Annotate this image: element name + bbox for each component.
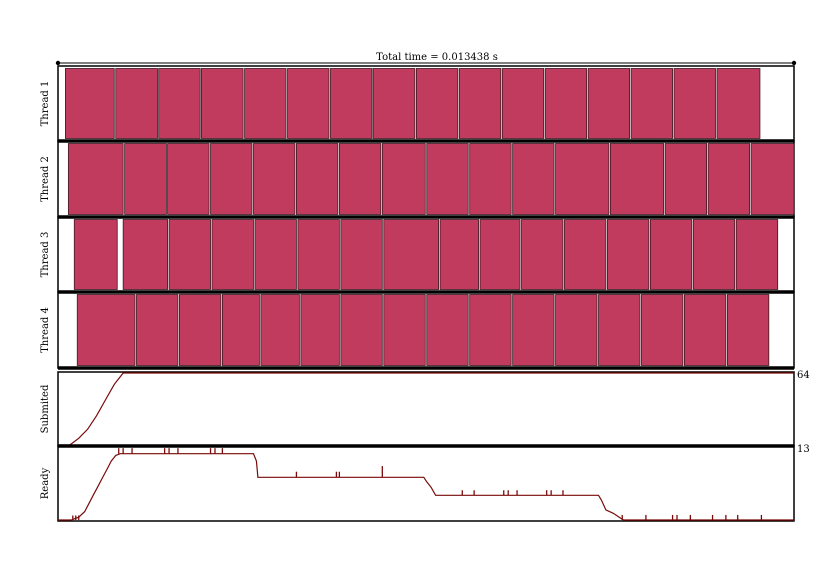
- task-bar: [330, 68, 373, 139]
- task-bar: [501, 68, 545, 139]
- thread-label: Thread 1: [40, 81, 51, 127]
- task-bar: [200, 68, 244, 139]
- ready-label: Ready: [40, 467, 51, 499]
- task-bar: [300, 294, 340, 366]
- task-bar: [124, 143, 167, 215]
- task-bar: [649, 219, 693, 290]
- task-bar: [512, 294, 555, 366]
- task-bar: [383, 294, 426, 366]
- count-curves: 64 Submited 13 Ready: [40, 370, 810, 521]
- task-bar: [211, 219, 254, 290]
- task-bar: [122, 219, 168, 290]
- task-bar: [684, 294, 727, 366]
- task-bar: [469, 294, 512, 366]
- task-bar: [383, 219, 439, 290]
- task-bar: [244, 68, 287, 139]
- task-bar: [287, 68, 330, 139]
- task-bar: [65, 68, 115, 139]
- task-bar: [641, 294, 684, 366]
- task-bar: [221, 294, 260, 366]
- submitted-curve: [58, 372, 794, 446]
- thread-label: Thread 3: [40, 232, 51, 278]
- task-bar: [426, 294, 469, 366]
- task-bar: [726, 294, 770, 366]
- task-bar: [673, 68, 716, 139]
- thread-lanes: Thread 1 Thread 2 Thread 3 Thread 4: [40, 68, 795, 366]
- task-bar: [521, 219, 564, 290]
- task-bar: [167, 143, 210, 215]
- task-bar: [338, 143, 382, 215]
- submitted-label: Submited: [40, 384, 51, 433]
- task-bar: [598, 294, 641, 366]
- panel-frame-6: [57, 445, 795, 522]
- task-bar: [158, 68, 201, 139]
- task-bar: [296, 143, 339, 215]
- panel-frame-5: [57, 371, 795, 447]
- task-bar: [136, 294, 179, 366]
- task-bar: [67, 143, 124, 215]
- top-axis-dot-left: [55, 60, 61, 66]
- thread-label: Thread 4: [40, 307, 51, 353]
- task-bar: [555, 294, 598, 366]
- task-bar: [692, 219, 736, 290]
- task-bar: [210, 143, 253, 215]
- task-bar: [340, 294, 383, 366]
- panel-separators: [58, 139, 794, 448]
- task-bar: [115, 68, 158, 139]
- submitted-max-label: 64: [797, 370, 810, 381]
- task-bar: [750, 143, 795, 215]
- task-bar: [297, 219, 340, 290]
- task-bar: [381, 143, 426, 215]
- ready-curve: [58, 453, 794, 521]
- task-bar: [253, 143, 296, 215]
- task-bar: [735, 219, 779, 290]
- task-bar: [76, 294, 136, 366]
- task-bar: [372, 68, 416, 139]
- task-bar: [587, 68, 631, 139]
- ready-max-label: 13: [797, 444, 810, 455]
- task-bar: [260, 294, 300, 366]
- task-bar: [469, 143, 512, 215]
- task-bar: [664, 143, 708, 215]
- task-bar: [439, 219, 479, 290]
- thread-label: Thread 2: [40, 156, 51, 202]
- task-bar: [555, 143, 610, 215]
- task-bar: [609, 143, 665, 215]
- task-bar: [564, 219, 607, 290]
- task-bar: [479, 219, 521, 290]
- task-bar: [716, 68, 761, 139]
- task-bar: [179, 294, 222, 366]
- task-bar: [458, 68, 502, 139]
- task-bar: [607, 219, 650, 290]
- task-bar: [630, 68, 673, 139]
- task-bar: [73, 219, 118, 290]
- task-bar: [707, 143, 750, 215]
- chart-title: Total time = 0.013438 s: [376, 52, 498, 63]
- task-bar: [254, 219, 297, 290]
- task-bar: [415, 68, 459, 139]
- top-axis-dot-right: [791, 60, 797, 66]
- task-bar: [340, 219, 383, 290]
- task-bar: [512, 143, 555, 215]
- task-bar: [544, 68, 588, 139]
- task-bar: [426, 143, 469, 215]
- task-bar: [168, 219, 211, 290]
